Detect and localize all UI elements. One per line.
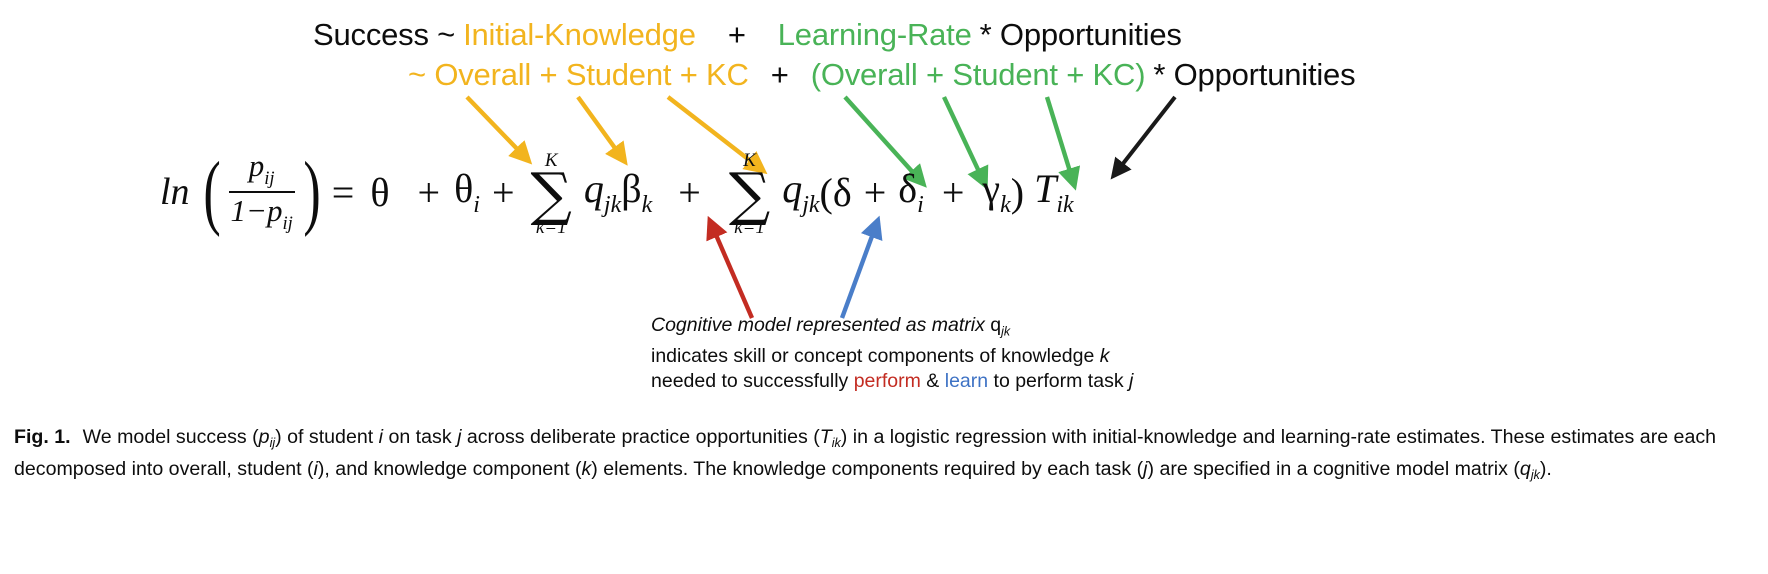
eq-plus-4: +: [863, 169, 887, 215]
eq-open-paren-big: (: [202, 144, 221, 238]
eq-gamma-kc: γk: [982, 165, 1011, 219]
annotation-perform-word: perform: [853, 370, 921, 393]
annotation-line-3: needed to successfully perform & learn t…: [651, 370, 1134, 393]
eq-sum-upper-1: K: [544, 149, 558, 171]
eq-q-term-2: qjk: [782, 165, 820, 219]
spec-success-label: Success ~: [313, 17, 456, 52]
eq-theta-student: θi: [454, 165, 480, 219]
annotation-line-1: Cognitive model represented as matrix qj…: [651, 314, 1011, 339]
logistic-regression-equation: ln ( pij 1−pij ) = θ + θi +: [160, 142, 1280, 242]
annotation-q-symbol: q: [990, 314, 1002, 336]
annotation-line-2: indicates skill or concept components of…: [651, 345, 1110, 368]
eq-odds-fraction: pij 1−pij: [226, 147, 298, 235]
spec-times-opportunities-1: * Opportunities: [979, 17, 1182, 52]
eq-delta-overall: δ: [832, 169, 852, 215]
eq-plus-1: +: [417, 169, 441, 215]
spec-tilde-terms: ~ Overall + Student + KC: [408, 57, 749, 92]
eq-sum-lower-1: k=1: [535, 217, 567, 239]
eq-fraction-denominator: 1−pij: [230, 193, 293, 235]
eq-fraction-bar: [228, 191, 295, 193]
eq-sigma-glyph-2: ∑: [728, 159, 771, 228]
eq-equals: =: [331, 169, 355, 215]
eq-open-paren: (: [819, 169, 833, 215]
spec-paren-terms: (Overall + Student + KC): [810, 57, 1146, 92]
caption-label: Fig. 1.: [14, 426, 71, 448]
eq-delta-student: δi: [898, 165, 924, 219]
eq-sum-lower-2: k=1: [734, 217, 765, 239]
eq-ln: ln: [160, 171, 190, 213]
eq-log-odds-term: ln ( pij 1−pij ): [160, 144, 326, 238]
eq-fraction-numerator: pij: [248, 147, 275, 190]
model-spec-line-2: ~ Overall + Student + KC + (Overall + Stud…: [408, 57, 1356, 93]
annotation-learn-word: learn: [944, 370, 989, 393]
eq-summation-1: K ∑ k=1: [531, 151, 572, 238]
spec-plus-1: +: [727, 17, 746, 52]
spec-initial-knowledge-label: Initial-Knowledge: [463, 17, 696, 52]
eq-opportunities-T: Tik: [1034, 165, 1074, 219]
spec-times-opportunities-2: * Opportunities: [1153, 57, 1356, 92]
eq-q-term-1: qjk: [583, 165, 622, 219]
figure-caption: Fig. 1. We model success (pij) of student…: [14, 426, 1717, 482]
eq-plus-2: +: [491, 169, 515, 215]
eq-theta-overall: θ: [370, 169, 390, 215]
eq-close-paren: ): [1010, 169, 1025, 215]
eq-close-paren-big: ): [303, 144, 321, 238]
model-spec-line-1: Success ~ Initial-Knowledge + Learning-Rate…: [313, 17, 1182, 53]
eq-summation-2: K ∑ k=1: [729, 151, 770, 238]
eq-sum-upper-2: K: [743, 149, 756, 171]
eq-plus-5: +: [941, 169, 965, 215]
eq-sigma-glyph-1: ∑: [530, 159, 572, 228]
spec-learning-rate-label: Learning-Rate: [777, 17, 972, 52]
cognitive-model-annotation: Cognitive model represented as matrix qj…: [651, 313, 1171, 394]
spec-plus-2: +: [770, 57, 789, 92]
eq-beta-term: βk: [621, 165, 653, 219]
eq-plus-3: +: [678, 169, 701, 215]
